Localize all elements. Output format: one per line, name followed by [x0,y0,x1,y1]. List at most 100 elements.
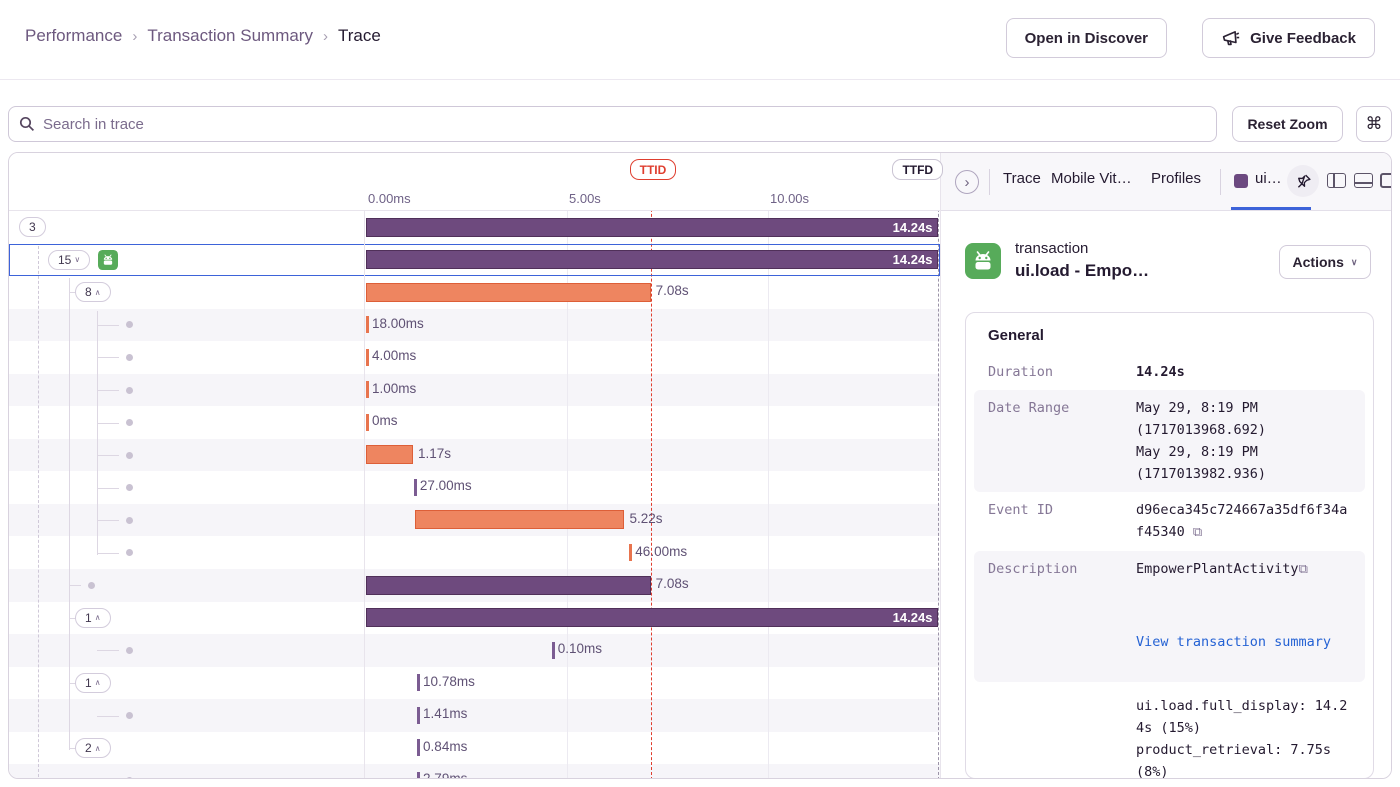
span-bar[interactable]: 14.24s [366,608,939,628]
trace-row-timeline-cell[interactable]: 0ms [364,406,940,439]
span-tick[interactable] [417,739,421,757]
span-tick[interactable] [366,316,369,334]
breadcrumb-transaction-summary[interactable]: Transaction Summary [147,26,313,45]
span-bar[interactable]: 14.24s [366,217,939,237]
shortcut-command-button[interactable]: ⌘ [1356,106,1392,142]
span-tick[interactable] [417,771,421,778]
reset-zoom-button[interactable]: Reset Zoom [1232,106,1343,142]
tab-divider [989,169,990,195]
copy-icon[interactable]: ⧉ [1298,562,1308,577]
span-tick[interactable] [366,413,369,431]
trace-row-timeline-cell[interactable]: 27.00ms [364,471,940,504]
trace-row-tree-cell[interactable]: contentprovider.load — co [9,439,364,472]
span-count-badge[interactable]: 2 ∧ [75,738,111,759]
span-tick[interactable] [417,706,421,724]
trace-row-timeline-cell[interactable]: 18.00ms [364,309,940,342]
span-bullet-dot [126,451,133,459]
general-section-card: General Duration 14.24s Date Range May 2… [965,312,1374,778]
trace-row-tree-cell[interactable]: app.start.cold — Cold Start [9,276,364,309]
search-input[interactable] [43,115,1206,133]
span-bar[interactable] [366,445,414,465]
trace-row-tree-cell[interactable]: contentprovider.load — ar [9,406,364,439]
breadcrumb-separator: › [132,27,138,45]
trace-row-tree-cell[interactable]: Trace — 8cbbcd38721b415ab6cbdc4ff [9,211,364,244]
span-tick[interactable] [413,478,417,496]
span-duration-label: 0ms [372,413,398,429]
span-bar[interactable] [366,575,651,595]
breadcrumb-performance[interactable]: Performance [25,26,123,45]
tab-ui-load-active[interactable]: ui… [1255,170,1282,187]
trace-row-tree-cell[interactable]: ui.load.full_display — Empow [9,602,364,635]
tree-connector [97,390,119,392]
trace-row-tree-cell[interactable]: activity.load — com.examp [9,537,364,570]
span-count-badge[interactable]: 1 ∧ [75,607,111,628]
span-count-badge[interactable]: 15 ∨ [48,249,91,270]
trace-row-tree-cell[interactable]: db.sql.room — com.example.vu [9,732,364,765]
row-stripe [9,373,940,407]
layout-sidebar-left-icon[interactable] [1327,173,1346,188]
span-tick[interactable] [417,674,421,692]
span-tick[interactable] [366,381,369,399]
trace-row-tree-cell[interactable]: activity.load — com.examp [9,504,364,537]
trace-row-tree-cell[interactable]: db.sql.room — com.example.vu [9,667,364,700]
trace-row-timeline-cell[interactable]: 10.78ms [364,667,940,700]
trace-row-timeline-cell[interactable]: 0.84ms [364,732,940,765]
layout-drawer-bottom-icon[interactable] [1354,173,1373,188]
view-transaction-summary-link[interactable]: View transaction summary [1136,634,1332,650]
pin-tab-button[interactable] [1287,165,1319,197]
trace-row-timeline-cell[interactable]: 5.22s [364,504,940,537]
span-bullet-dot [126,386,133,394]
breadcrumb: Performance › Transaction Summary › Trac… [25,26,381,46]
trace-row-tree-cell[interactable]: db.sql.query — INSERT OR [9,764,364,778]
trace-row-tree-cell[interactable]: process.load — Process In [9,309,364,342]
span-bar[interactable] [366,282,651,302]
actions-button[interactable]: Actions ∨ [1279,245,1371,279]
trace-row-timeline-cell[interactable]: 2.79ms [364,764,940,778]
trace-row-tree-cell[interactable]: application.load — com.ex [9,471,364,504]
trace-row-tree-cell[interactable]: ui.load.initial_display — Empo [9,569,364,602]
trace-row-timeline-cell[interactable]: 4.00ms [364,341,940,374]
tab-profiles[interactable]: Profiles [1151,170,1202,187]
trace-rows: 3Trace — 8cbbcd38721b415ab6cbdc4ff 14.24s… [9,153,940,778]
give-feedback-label: Give Feedback [1250,29,1356,47]
collapse-panel-icon[interactable]: › [955,170,979,194]
trace-row-timeline-cell[interactable]: 46.00ms [364,537,940,570]
tree-connector [97,422,119,424]
trace-row-tree-cell[interactable]: db.sql.query — DELETE FR [9,699,364,732]
span-bar[interactable] [414,510,625,530]
tree-connector [97,310,98,555]
tab-mobile-vitals[interactable]: Mobile Vit… [1051,170,1132,187]
trace-row-tree-cell[interactable]: contentprovider.load — io [9,374,364,407]
copy-icon[interactable]: ⧉ [1192,525,1203,540]
trace-row-timeline-cell[interactable]: 1.41ms [364,699,940,732]
span-bullet-dot [126,484,133,492]
span-tick[interactable] [551,641,555,659]
trace-row-timeline-cell[interactable]: 14.24s [364,602,940,635]
trace-row-timeline-cell[interactable]: 0.10ms [364,634,940,667]
ops-breakdown-row: Ops Breakdown? ui.load.full_display: 14.… [974,682,1365,778]
trace-row-timeline-cell[interactable]: 14.24s [364,244,940,277]
give-feedback-button[interactable]: Give Feedback [1202,18,1375,58]
tab-trace[interactable]: Trace [1003,170,1041,187]
span-tick[interactable] [629,544,633,561]
open-in-discover-button[interactable]: Open in Discover [1005,18,1167,58]
layout-sidebar-right-icon[interactable] [1380,173,1391,188]
search-icon [19,116,35,132]
span-count-badge[interactable]: 8 ∧ [75,282,111,303]
tree-connector [97,650,119,652]
trace-row-tree-cell[interactable]: contentprovider.load — io [9,341,364,374]
trace-row-timeline-cell[interactable]: 7.08s [364,569,940,602]
row-stripe [9,308,940,342]
trace-row-timeline-cell[interactable]: 7.08s [364,276,940,309]
trace-row-timeline-cell[interactable]: 1.17s [364,439,940,472]
tree-timeline-divider[interactable] [364,153,365,778]
actions-label: Actions [1292,254,1344,270]
trace-row-tree-cell[interactable]: db.sql.query — SELECT * F [9,634,364,667]
trace-row-timeline-cell[interactable]: 1.00ms [364,374,940,407]
span-count-badge[interactable]: 1 ∧ [75,672,111,693]
trace-row-timeline-cell[interactable]: 14.24s [364,211,940,244]
span-bar[interactable]: 14.24s [366,250,939,270]
tree-connector [97,552,119,554]
span-tick[interactable] [366,348,369,366]
span-count-badge[interactable]: 3 [19,217,46,238]
